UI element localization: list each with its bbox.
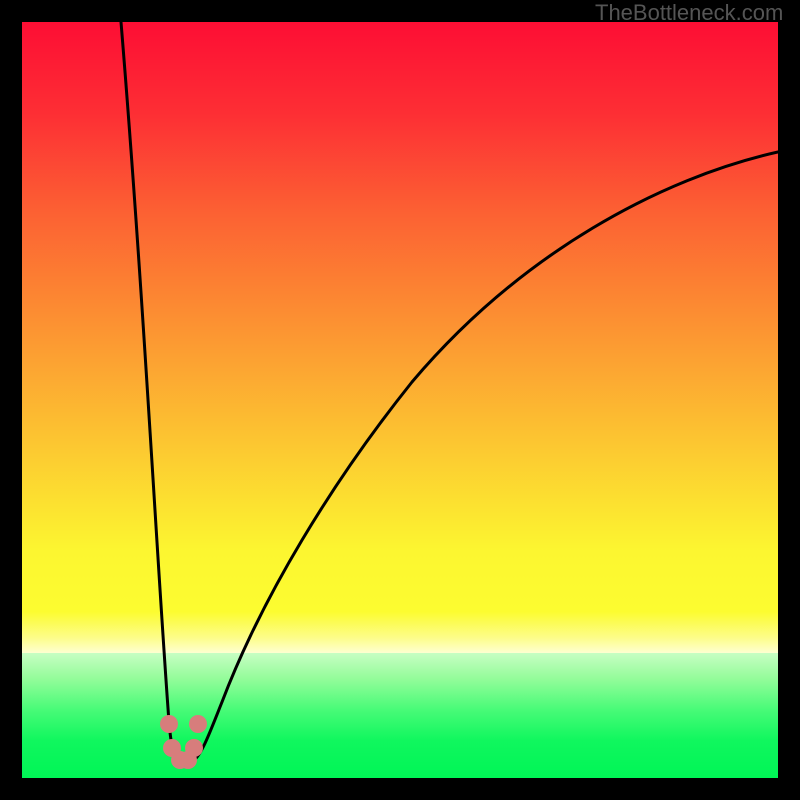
curve-marker bbox=[185, 739, 203, 757]
curve-path bbox=[121, 22, 180, 760]
curve-layer bbox=[22, 22, 778, 778]
curve-marker bbox=[160, 715, 178, 733]
watermark-text: TheBottleneck.com bbox=[595, 0, 783, 26]
chart-frame: TheBottleneck.com bbox=[0, 0, 800, 800]
plot-area bbox=[22, 22, 778, 778]
curve-marker bbox=[189, 715, 207, 733]
curve-path bbox=[194, 152, 778, 760]
